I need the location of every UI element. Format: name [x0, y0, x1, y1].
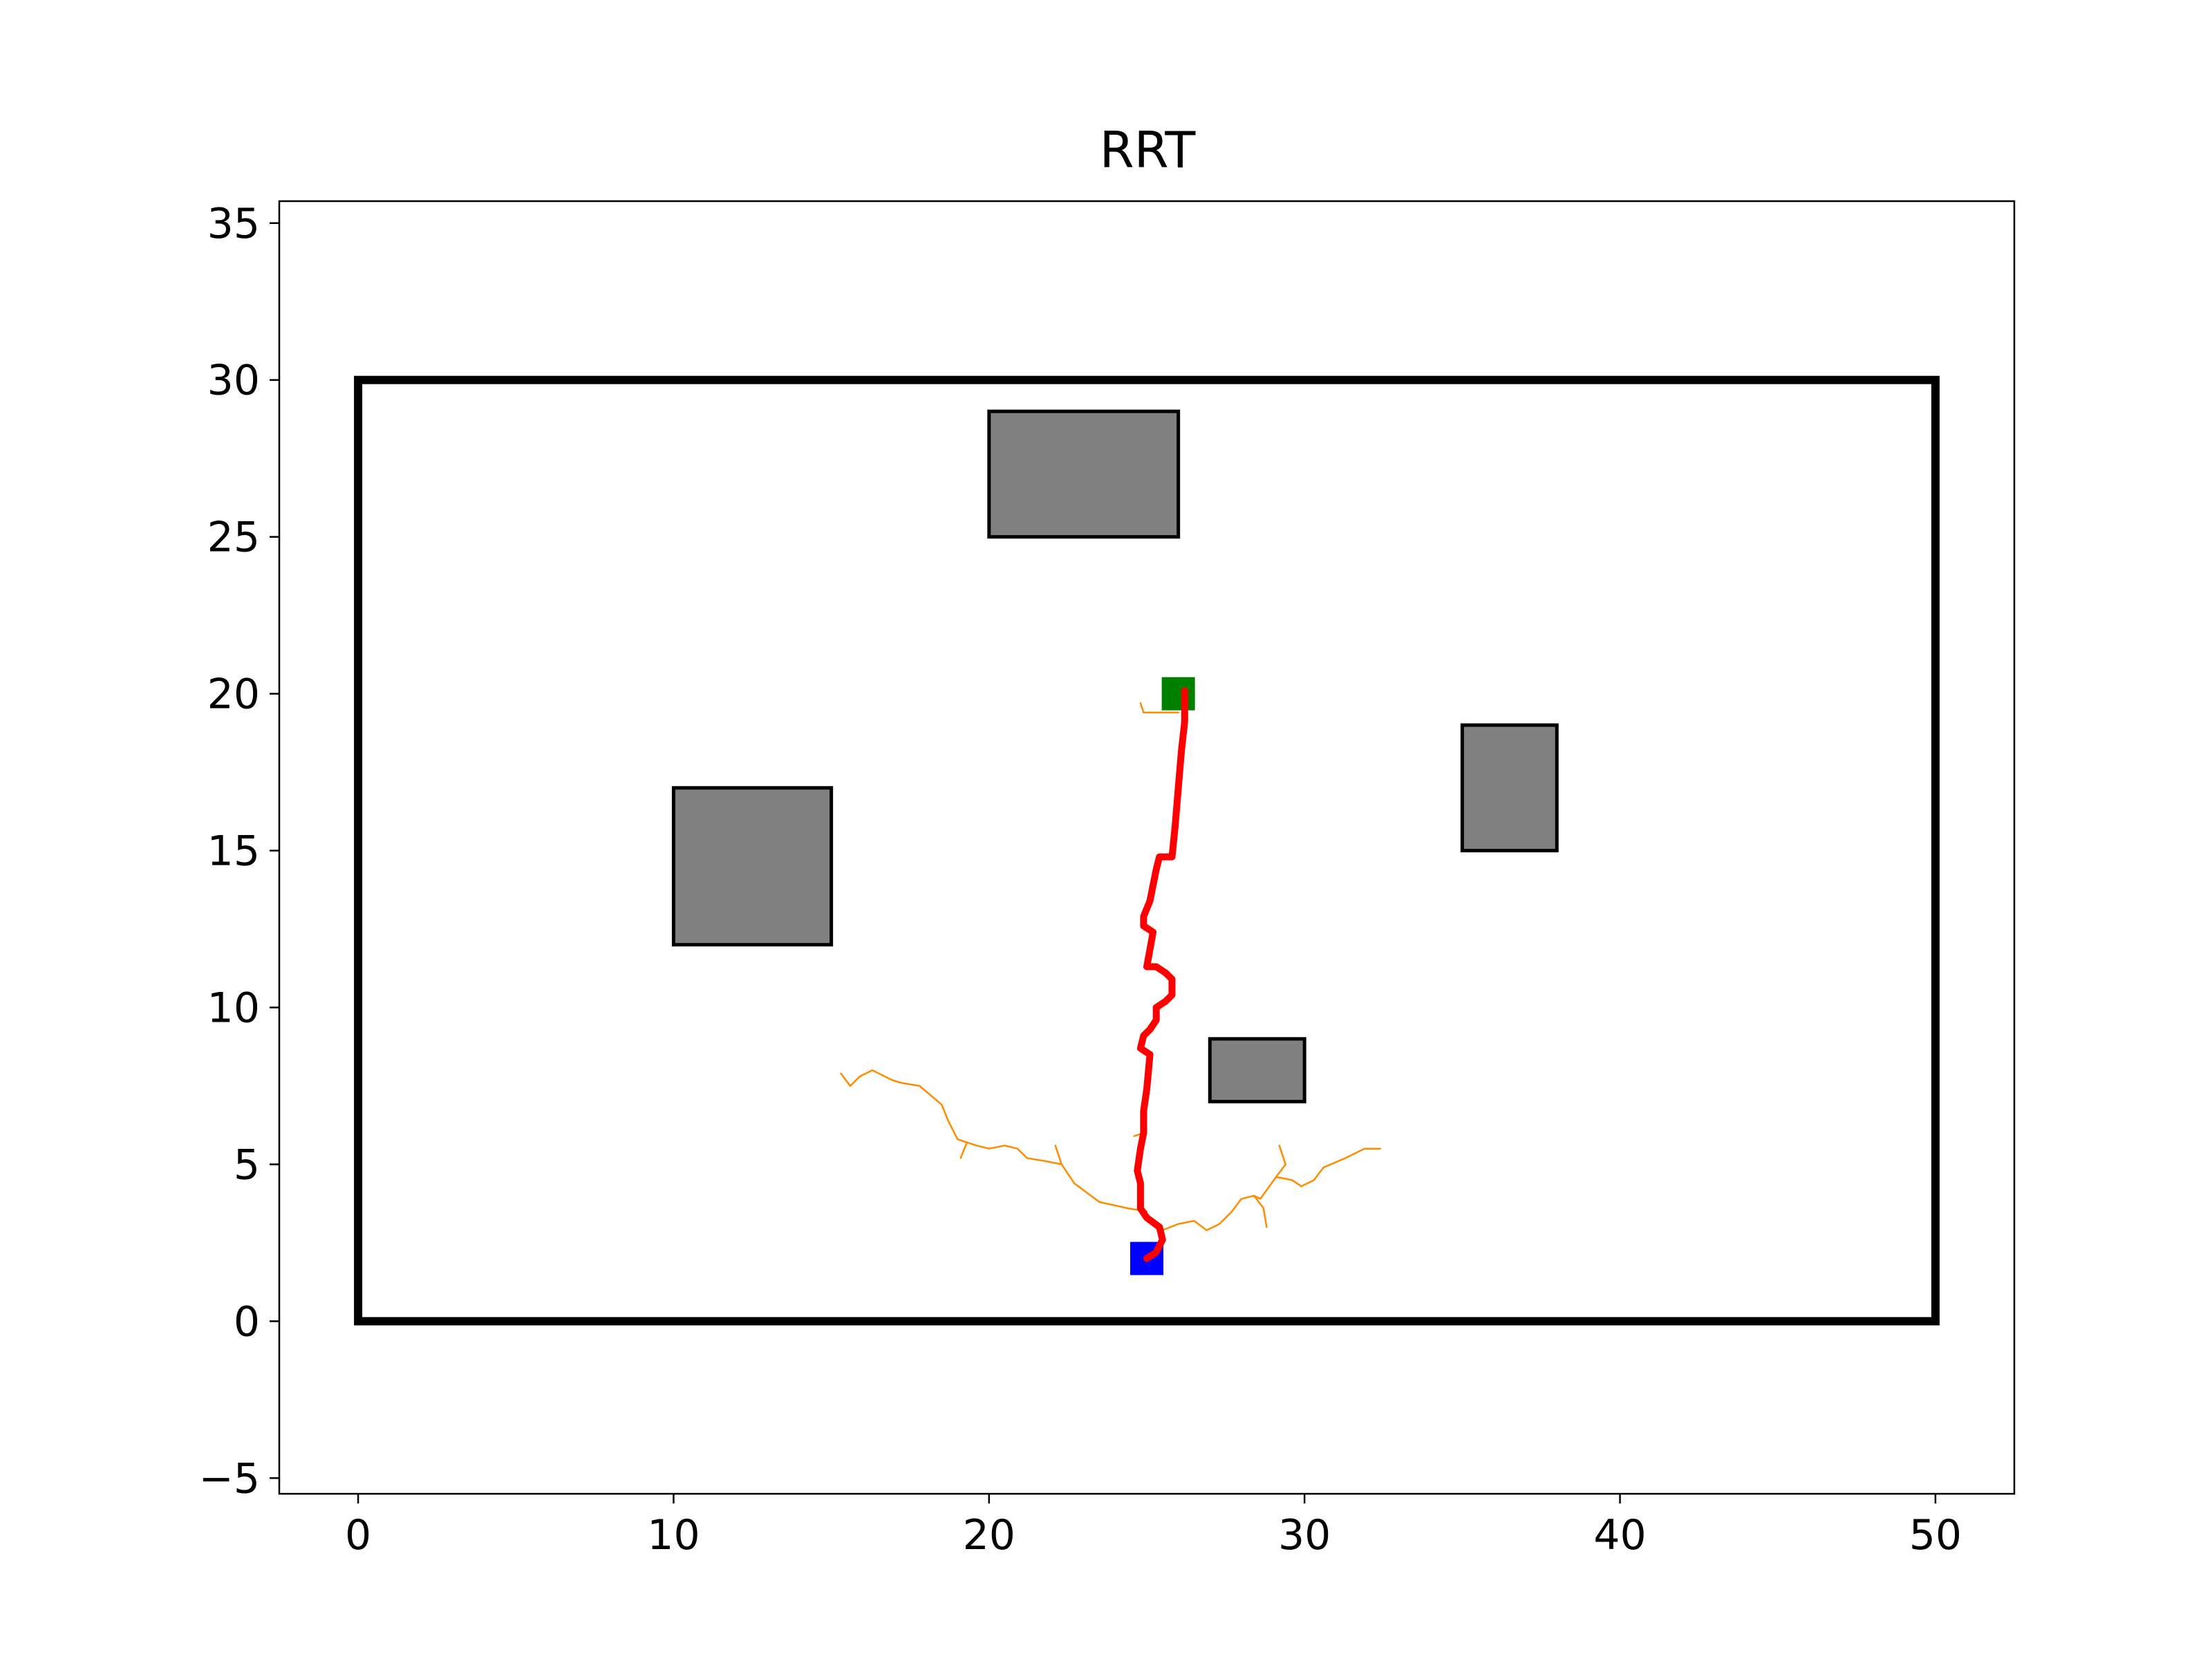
y-tick-label-5: 5 — [234, 1141, 260, 1189]
obstacle-2 — [671, 786, 834, 947]
y-tick-label-20: 20 — [207, 671, 260, 719]
goal-marker — [1161, 677, 1195, 711]
tree-branch-6 — [1161, 1147, 1381, 1231]
tree-branch-1 — [1054, 1144, 1148, 1212]
x-tick-label-0: 0 — [345, 1511, 371, 1559]
y-tick-label-10: 10 — [207, 984, 260, 1032]
plot-area — [354, 375, 1940, 1326]
x-tick-label-20: 20 — [963, 1511, 1015, 1559]
obstacle-3 — [1460, 723, 1559, 853]
axes: 0 10 20 30 40 50 −5 0 5 10 15 20 25 30 35 — [199, 200, 2016, 1559]
boundary-wall — [354, 375, 1940, 1326]
tree-branch-2 — [975, 1144, 1063, 1165]
obstacle-4 — [1208, 1037, 1306, 1104]
tree-branch-4 — [959, 1141, 968, 1159]
obstacle-1 — [987, 409, 1181, 539]
y-tick-label--5: −5 — [199, 1454, 260, 1503]
axes-frame — [278, 200, 2016, 1495]
tree-branch-8 — [1275, 1144, 1287, 1178]
tree-branch-3 — [840, 1069, 977, 1147]
x-tick-label-50: 50 — [1909, 1511, 1962, 1559]
y-tick-label-15: 15 — [207, 827, 260, 876]
y-tick-label-0: 0 — [234, 1297, 260, 1346]
plot-content — [354, 375, 1940, 1326]
y-tick-label-25: 25 — [207, 514, 260, 562]
x-tick-label-40: 40 — [1593, 1511, 1646, 1559]
x-tick-label-10: 10 — [647, 1511, 700, 1559]
chart-title: RRT — [1100, 121, 1197, 179]
tree-branch-7 — [1253, 1194, 1268, 1228]
x-tick-label-30: 30 — [1278, 1511, 1331, 1559]
y-tick-label-35: 35 — [207, 200, 260, 248]
path-line — [1134, 687, 1188, 1262]
y-tick-label-30: 30 — [207, 357, 260, 405]
tree-branch-9 — [1139, 702, 1179, 714]
